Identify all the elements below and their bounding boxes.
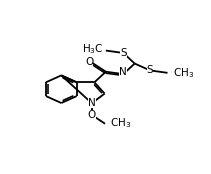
Text: O: O [85,57,93,67]
Text: H$_3$C: H$_3$C [82,42,104,56]
Text: N: N [119,67,127,77]
Text: S: S [120,48,127,58]
Text: CH$_3$: CH$_3$ [110,116,131,130]
Text: N: N [88,98,96,108]
Text: S: S [147,65,153,76]
Text: O: O [88,110,96,120]
Text: CH$_3$: CH$_3$ [173,66,194,80]
